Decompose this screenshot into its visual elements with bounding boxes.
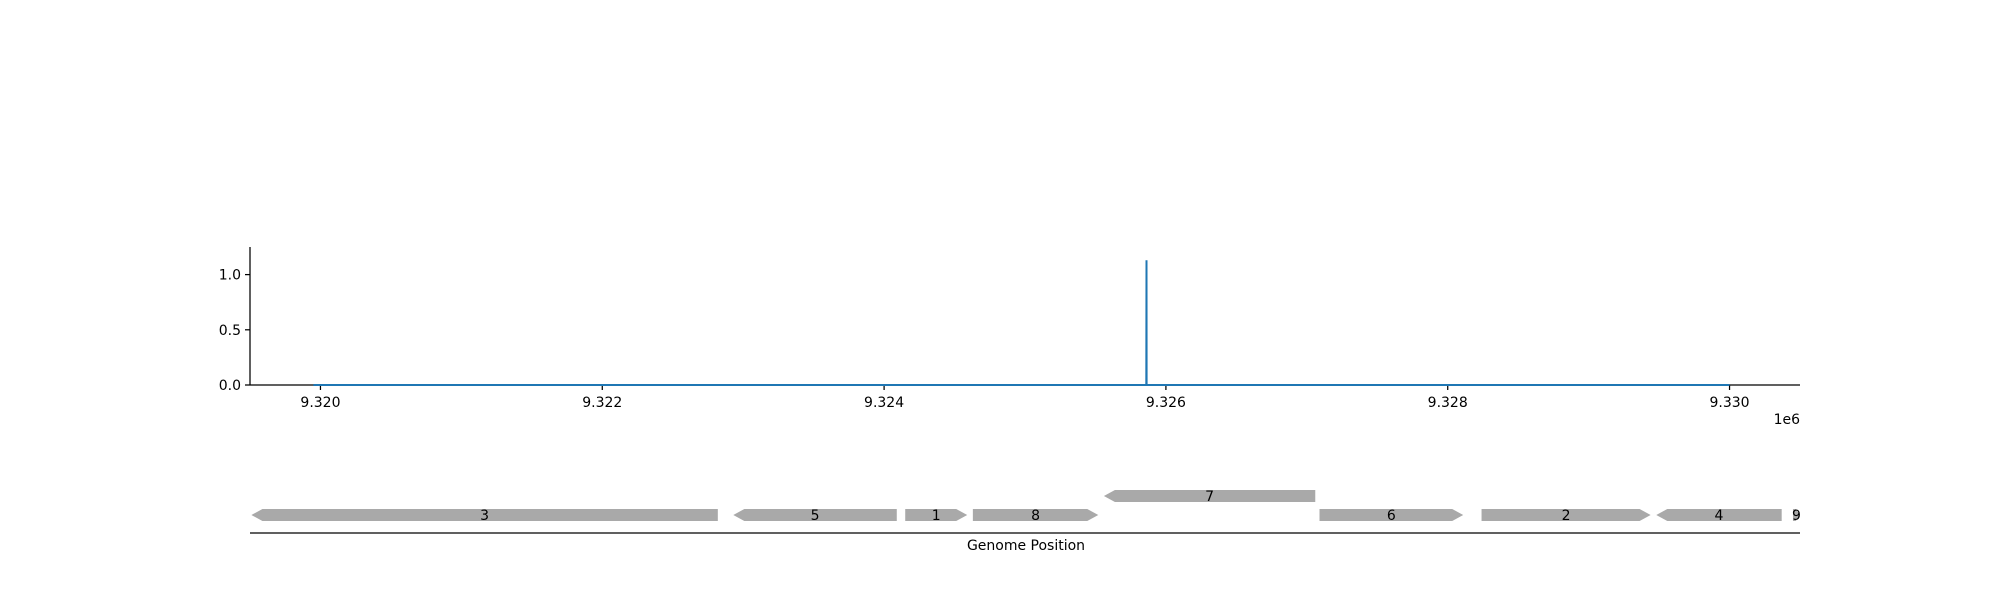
gene-axis-label: Genome Position <box>967 538 1085 554</box>
x-tick-label: 9.326 <box>1146 395 1186 411</box>
x-tick-label: 9.320 <box>300 395 340 411</box>
x-ticks: 9.320 9.322 9.324 9.326 9.328 9.330 <box>300 385 1750 411</box>
gene-label-5: 5 <box>811 508 820 524</box>
gene-label-7: 7 <box>1205 489 1214 505</box>
gene-arrow-5 <box>733 509 897 521</box>
y-tick-label: 0.5 <box>219 323 241 339</box>
coverage-panel: 0.0 0.5 1.0 9.320 9.322 9.324 9.326 9.328 9.330… <box>219 247 1800 428</box>
gene-arrow-7 <box>1103 490 1316 502</box>
x-tick-label: 9.328 <box>1428 395 1468 411</box>
gene-arrow-4 <box>1656 509 1782 521</box>
gene-arrow-8 <box>972 509 1099 521</box>
y-tick-label: 1.0 <box>219 268 241 284</box>
x-tick-label: 9.322 <box>582 395 622 411</box>
gene-panel: 3 5 1 8 7 6 2 4 9 Genome Position <box>250 489 1801 554</box>
x-offset-label: 1e6 <box>1774 412 1801 428</box>
x-tick-label: 9.330 <box>1709 395 1749 411</box>
gene-label-2: 2 <box>1562 508 1571 524</box>
gene-arrow-1 <box>905 509 968 521</box>
y-ticks: 0.0 0.5 1.0 <box>219 268 250 394</box>
gene-label-8: 8 <box>1031 508 1040 524</box>
gene-label-9: 9 <box>1792 508 1801 524</box>
coverage-line <box>313 260 1730 386</box>
x-tick-label: 9.324 <box>864 395 904 411</box>
gene-arrow-9 <box>1792 509 1800 521</box>
genes: 3 5 1 8 7 6 2 4 9 <box>251 489 1801 524</box>
y-tick-label: 0.0 <box>219 378 241 394</box>
gene-label-1: 1 <box>932 508 941 524</box>
gene-arrow-2 <box>1481 509 1651 521</box>
gene-arrow-3 <box>251 509 718 521</box>
gene-arrow-6 <box>1319 509 1464 521</box>
gene-label-6: 6 <box>1387 508 1396 524</box>
gene-label-3: 3 <box>480 508 489 524</box>
gene-label-4: 4 <box>1715 508 1724 524</box>
